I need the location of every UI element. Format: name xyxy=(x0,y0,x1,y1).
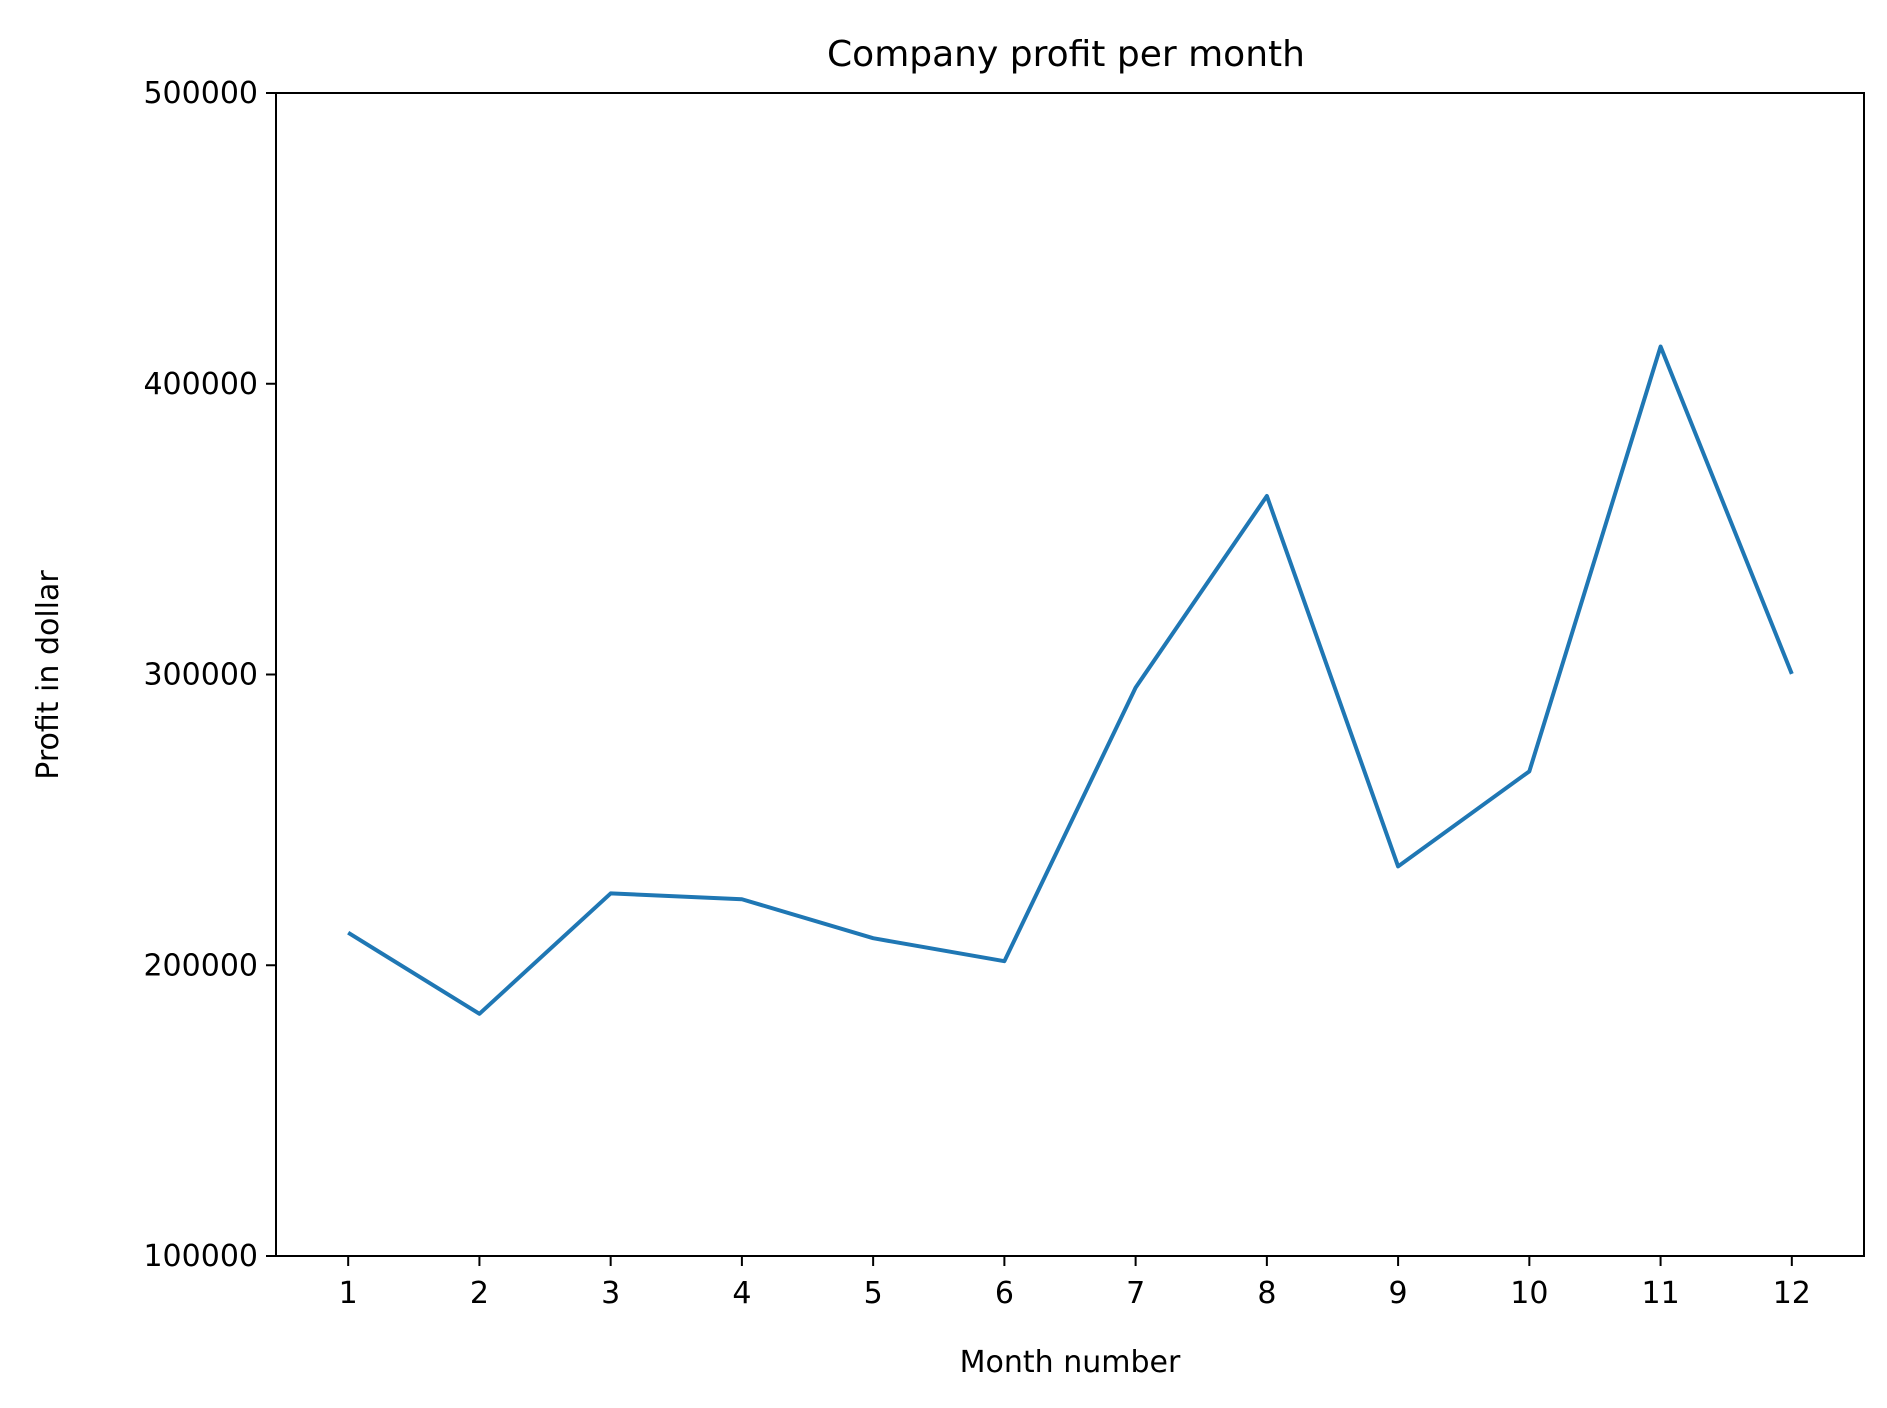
x-tick-label: 12 xyxy=(1773,1276,1811,1311)
y-tick-label: 400000 xyxy=(143,367,258,402)
series-line xyxy=(347,344,1794,1016)
x-axis: 1 2 3 4 5 6 7 8 9 10 11 12 xyxy=(339,1256,1811,1311)
x-tick-label: 6 xyxy=(995,1276,1014,1311)
y-tick-label: 200000 xyxy=(143,948,258,983)
x-tick-label: 4 xyxy=(732,1276,751,1311)
chart-title: Company profit per month xyxy=(827,34,1305,75)
x-tick-label: 1 xyxy=(339,1276,358,1311)
x-tick-label: 2 xyxy=(470,1276,489,1311)
x-tick-label: 5 xyxy=(864,1276,883,1311)
x-tick-label: 8 xyxy=(1257,1276,1276,1311)
x-tick-label: 9 xyxy=(1389,1276,1408,1311)
x-tick-label: 7 xyxy=(1126,1276,1145,1311)
y-axis-label: Profit in dollar xyxy=(31,570,66,780)
x-tick-label: 10 xyxy=(1510,1276,1548,1311)
y-tick-label: 300000 xyxy=(143,658,258,693)
x-tick-label: 11 xyxy=(1641,1276,1679,1311)
plot-frame xyxy=(275,92,1865,1257)
x-tick-label: 3 xyxy=(601,1276,620,1311)
x-axis-label: Month number xyxy=(960,1345,1181,1380)
y-tick-label: 100000 xyxy=(143,1239,258,1274)
y-tick-label: 500000 xyxy=(143,76,258,111)
y-axis: 100000 200000 300000 400000 500000 xyxy=(143,76,276,1274)
